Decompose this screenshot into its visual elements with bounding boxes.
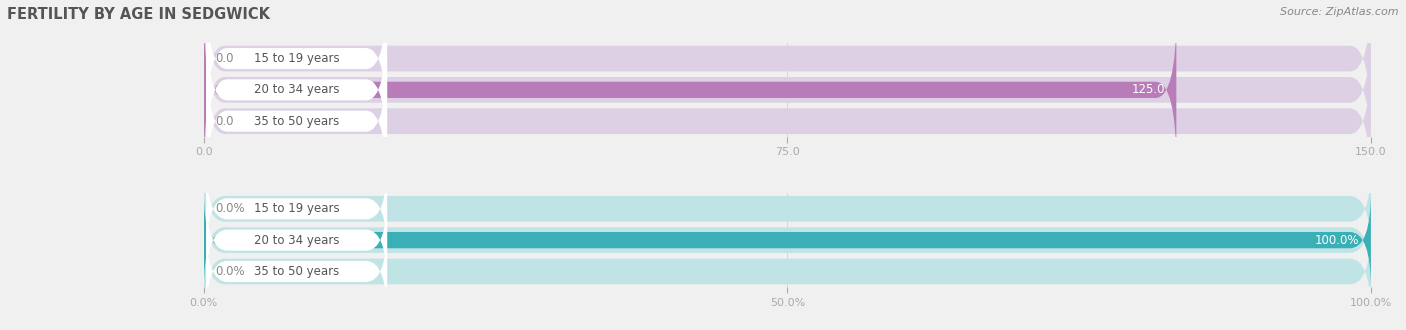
Text: FERTILITY BY AGE IN SEDGWICK: FERTILITY BY AGE IN SEDGWICK — [7, 7, 270, 21]
Text: 15 to 19 years: 15 to 19 years — [254, 202, 339, 215]
Text: 20 to 34 years: 20 to 34 years — [254, 234, 339, 247]
Text: 125.0: 125.0 — [1132, 83, 1164, 96]
Text: 0.0: 0.0 — [215, 52, 233, 65]
FancyBboxPatch shape — [204, 14, 1177, 166]
Text: 20 to 34 years: 20 to 34 years — [254, 83, 339, 96]
Text: 100.0%: 100.0% — [1315, 234, 1360, 247]
FancyBboxPatch shape — [204, 192, 1371, 288]
FancyBboxPatch shape — [204, 228, 1371, 315]
Text: 0.0%: 0.0% — [215, 202, 245, 215]
FancyBboxPatch shape — [204, 18, 1371, 162]
FancyBboxPatch shape — [204, 165, 1371, 252]
Text: Source: ZipAtlas.com: Source: ZipAtlas.com — [1281, 7, 1399, 16]
FancyBboxPatch shape — [204, 50, 1371, 193]
FancyBboxPatch shape — [207, 226, 387, 317]
Text: 0.0%: 0.0% — [215, 265, 245, 278]
FancyBboxPatch shape — [207, 194, 387, 286]
FancyBboxPatch shape — [207, 163, 387, 255]
FancyBboxPatch shape — [204, 0, 1371, 130]
FancyBboxPatch shape — [204, 197, 1371, 284]
Text: 35 to 50 years: 35 to 50 years — [254, 265, 339, 278]
FancyBboxPatch shape — [207, 47, 387, 195]
Text: 15 to 19 years: 15 to 19 years — [254, 52, 339, 65]
Text: 0.0: 0.0 — [215, 115, 233, 128]
FancyBboxPatch shape — [207, 0, 387, 133]
Text: 35 to 50 years: 35 to 50 years — [254, 115, 339, 128]
FancyBboxPatch shape — [207, 16, 387, 164]
